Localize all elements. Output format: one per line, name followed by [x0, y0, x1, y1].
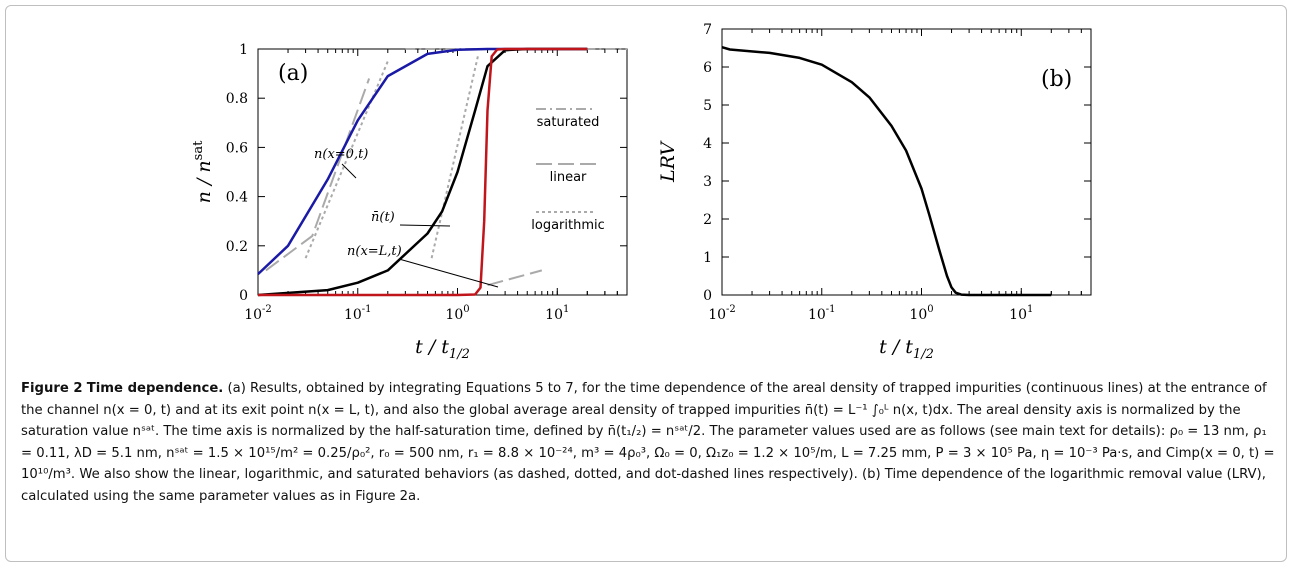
series-line-n-xL [258, 47, 588, 297]
y-tick-label: 6 [703, 60, 712, 76]
y-axis-label: LRV [657, 140, 679, 183]
y-tick-label: 0 [703, 288, 712, 304]
linear-line-b [487, 269, 543, 287]
logarithmic-line-b [430, 56, 479, 259]
x-axis-label: t / t1/2 [415, 336, 470, 362]
panel-label: (a) [278, 61, 308, 86]
y-tick-label: 0.4 [226, 190, 248, 206]
figure-plots: 10-2 10-1 100 101 0 0.2 0.4 0.6 0.8 1 t / t1/2 n / … [191, 22, 1092, 362]
legend-label: linear [550, 170, 587, 185]
y-tick-label: 1 [239, 42, 248, 58]
y-tick-label: 3 [703, 174, 712, 190]
annotation-leader [398, 258, 499, 288]
x-tick-label: 100 [445, 304, 469, 323]
y-tick-label: 4 [703, 136, 712, 152]
caption-text: (a) Results, obtained by integrating Equ… [21, 381, 1275, 504]
y-tick-label: 0 [239, 288, 248, 304]
legend-label: saturated [537, 115, 600, 130]
y-tick-label: 0.6 [226, 140, 248, 156]
panel-label: (b) [1041, 67, 1072, 92]
x-tick-label: 10-1 [344, 304, 372, 323]
annotation-n-xL: n(x=L,t) [347, 244, 402, 259]
y-tick-label: 5 [703, 98, 712, 114]
y-tick-label: 0.8 [226, 91, 248, 107]
panel-a: 10-2 10-1 100 101 0 0.2 0.4 0.6 0.8 1 t / t1/2 n / … [191, 42, 628, 362]
plot-frame [721, 28, 1092, 296]
x-tick-label: 10-1 [808, 304, 836, 323]
caption-title: Time dependence. [86, 381, 224, 396]
x-tick-label: 101 [1009, 304, 1033, 323]
y-tick-label: 7 [703, 22, 712, 38]
y-tick-label: 1 [703, 250, 712, 266]
y-axis-label: n / nsat [191, 140, 215, 203]
annotation-n-bar: n̄(t) [371, 210, 395, 225]
figure-caption: Figure 2 Time dependence. (a) Results, o… [21, 378, 1281, 507]
caption-label: Figure 2 [21, 381, 83, 396]
annotation-leader [341, 163, 357, 179]
linear-line-a [265, 78, 371, 272]
series-line-lrv [721, 45, 1052, 297]
annotation-leader [399, 224, 451, 227]
legend-label: logarithmic [531, 218, 605, 233]
y-tick-label: 0.2 [226, 239, 248, 255]
x-tick-label: 10-2 [708, 304, 736, 323]
x-tick-label: 10-2 [244, 304, 272, 323]
x-tick-label: 101 [545, 304, 569, 323]
x-tick-label: 100 [909, 304, 933, 323]
y-tick-label: 2 [703, 212, 712, 228]
figure-frame: 10-2 10-1 100 101 0 0.2 0.4 0.6 0.8 1 t / t1/2 n / … [5, 5, 1287, 562]
annotation-n-x0: n(x=0,t) [314, 147, 368, 162]
x-axis-label: t / t1/2 [879, 336, 934, 362]
